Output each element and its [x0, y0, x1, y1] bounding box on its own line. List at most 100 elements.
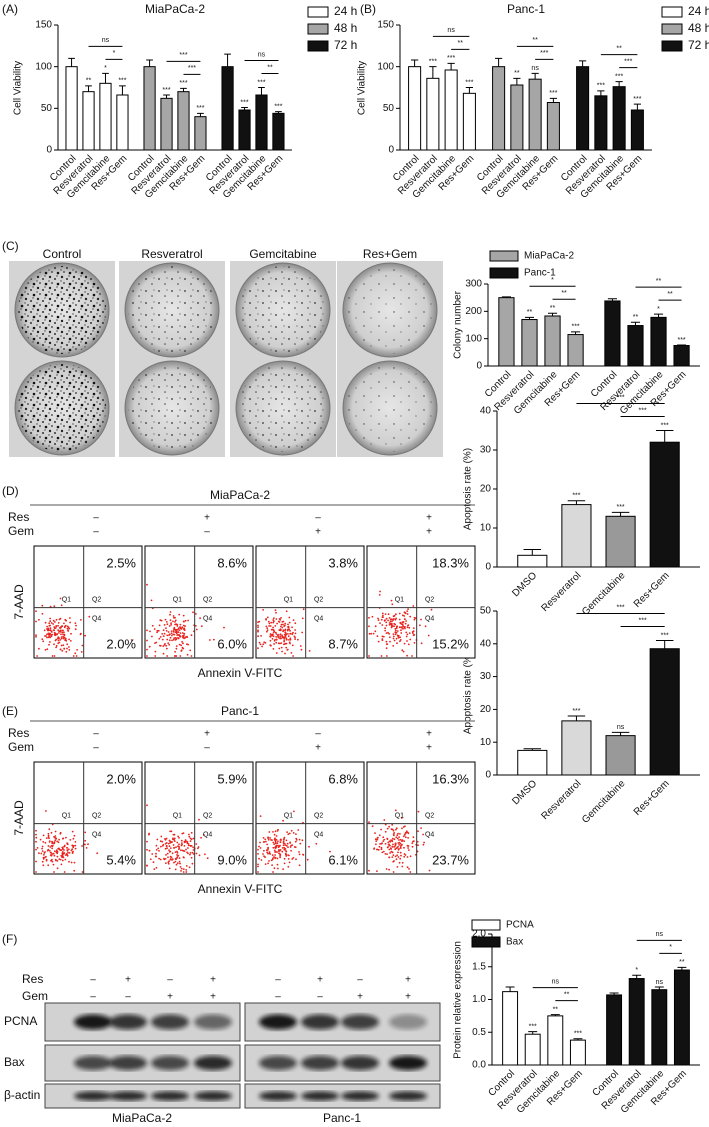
event-dot — [390, 624, 393, 627]
event-dot — [301, 631, 304, 634]
event-dot — [151, 624, 154, 627]
event-dot — [146, 648, 148, 651]
event-dot — [391, 840, 394, 843]
flow-title: MiaPaCa-2 — [210, 488, 270, 502]
event-dot — [166, 634, 169, 637]
event-dot — [389, 636, 391, 639]
bar — [255, 94, 268, 151]
event-dot — [412, 836, 415, 839]
significance-label: *** — [597, 83, 605, 90]
legend-swatch — [471, 919, 501, 931]
event-dot — [284, 624, 286, 627]
event-dot — [422, 843, 425, 846]
event-dot — [411, 845, 414, 848]
event-dot — [259, 841, 261, 844]
event-dot — [284, 844, 287, 846]
event-dot — [55, 638, 58, 641]
event-dot — [46, 633, 48, 636]
event-dot — [274, 830, 277, 833]
bar — [492, 66, 506, 151]
event-dot — [49, 636, 52, 639]
event-dot — [412, 630, 415, 632]
significance-label: *** — [572, 493, 580, 500]
event-dot — [401, 827, 403, 830]
event-dot — [72, 845, 75, 847]
event-dot — [47, 834, 50, 837]
event-dot — [408, 626, 411, 629]
colonies — [346, 266, 434, 354]
event-dot — [368, 632, 371, 635]
error-bar — [632, 974, 642, 979]
event-dot — [260, 859, 263, 861]
event-dot — [385, 624, 388, 627]
significance-label: * — [657, 306, 660, 313]
event-dot — [395, 637, 398, 640]
event-dot — [288, 621, 291, 624]
event-dot — [73, 869, 76, 872]
event-dot — [404, 622, 407, 625]
event-dot — [274, 857, 277, 860]
protein-band — [194, 1091, 232, 1101]
event-dot — [383, 619, 386, 622]
event-dot — [165, 627, 167, 629]
significance-label: *** — [274, 104, 282, 111]
event-dot — [175, 863, 178, 866]
treatment-sign: + — [317, 975, 323, 986]
bar — [649, 441, 680, 568]
event-dot — [62, 637, 65, 640]
event-dot — [41, 850, 44, 852]
error-bar — [655, 430, 674, 443]
event-dot — [172, 833, 175, 836]
error-bar — [547, 312, 558, 316]
significance-label: *** — [196, 105, 204, 112]
event-dot — [289, 846, 292, 848]
event-dot — [395, 858, 398, 861]
event-dot — [401, 623, 404, 626]
event-dot — [269, 625, 272, 627]
event-dot — [386, 827, 389, 830]
event-dot — [294, 622, 297, 625]
treatment-sign: – — [275, 975, 281, 986]
event-dot — [177, 835, 180, 838]
legend-label: Bax — [506, 937, 523, 948]
event-dot — [287, 865, 290, 868]
comparison-label: * — [113, 50, 116, 57]
event-dot — [178, 613, 181, 616]
significance-label: *** — [257, 79, 265, 86]
event-dot — [180, 867, 183, 870]
event-dot — [394, 623, 397, 626]
legend-swatch — [307, 6, 329, 18]
significance-label: *** — [616, 504, 624, 511]
event-dot — [53, 854, 56, 857]
event-dot — [380, 655, 383, 657]
event-dot — [292, 631, 294, 634]
event-dot — [186, 840, 189, 843]
y-tick-label: 300 — [465, 279, 482, 290]
event-dot — [279, 838, 282, 841]
event-dot — [380, 846, 383, 849]
event-dot — [74, 628, 77, 631]
event-dot — [148, 833, 150, 836]
event-dot — [61, 852, 64, 854]
event-dot — [282, 620, 285, 623]
treatment-sign: – — [204, 527, 210, 538]
event-dot — [158, 857, 161, 860]
colonies — [239, 364, 327, 452]
event-dot — [163, 624, 166, 626]
event-dot — [48, 633, 50, 636]
event-dot — [175, 645, 178, 647]
comparison-label: ns — [258, 51, 266, 58]
event-dot — [423, 841, 425, 844]
event-dot — [281, 850, 284, 853]
event-dot — [261, 645, 263, 648]
event-dot — [181, 843, 183, 846]
bar — [116, 94, 129, 151]
event-dot — [171, 852, 174, 855]
event-dot — [392, 854, 395, 856]
protein-band — [341, 1014, 379, 1030]
event-dot — [153, 628, 156, 630]
error-bar — [523, 548, 542, 556]
error-bar — [654, 986, 664, 990]
event-dot — [55, 837, 58, 840]
event-dot — [81, 644, 84, 647]
